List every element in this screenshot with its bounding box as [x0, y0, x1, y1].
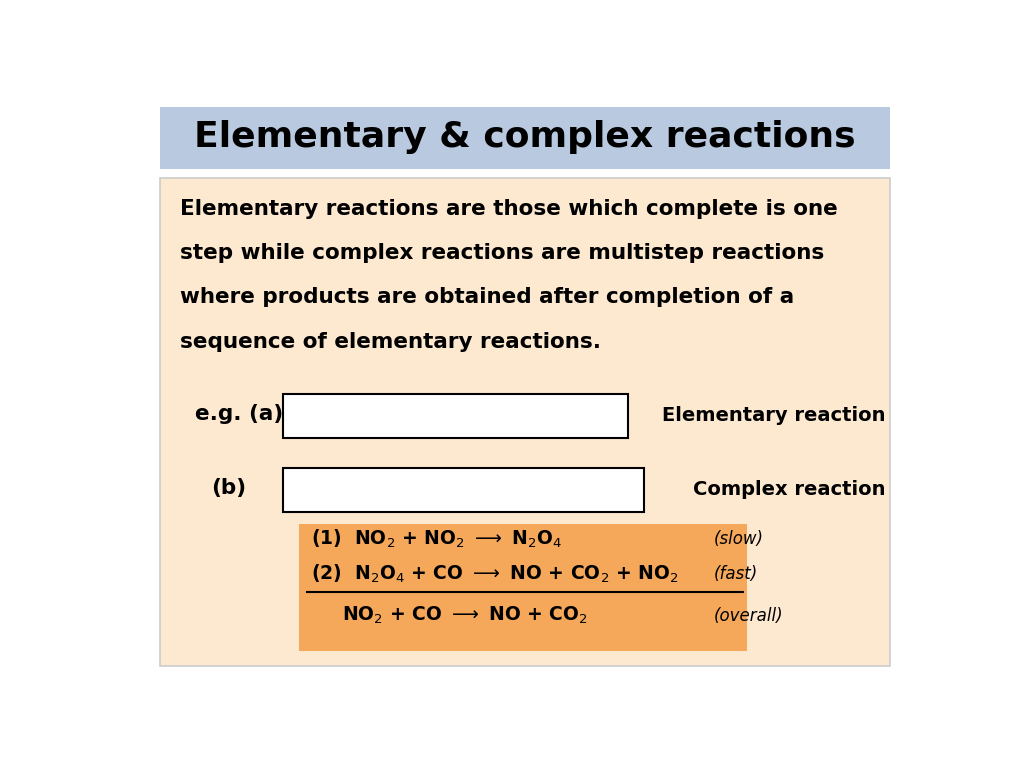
FancyBboxPatch shape	[283, 394, 628, 438]
Text: where products are obtained after completion of a: where products are obtained after comple…	[179, 287, 794, 307]
Text: (b): (b)	[211, 478, 247, 498]
Text: (slow): (slow)	[714, 530, 764, 548]
Text: Elementary reaction: Elementary reaction	[663, 406, 886, 425]
Text: Elementary reactions are those which complete is one: Elementary reactions are those which com…	[179, 199, 838, 219]
FancyBboxPatch shape	[283, 468, 644, 512]
FancyBboxPatch shape	[160, 107, 890, 169]
Text: (overall): (overall)	[714, 607, 783, 624]
FancyBboxPatch shape	[299, 524, 746, 651]
Text: NO$_2$ + CO $\longrightarrow$ NO + CO$_2$: NO$_2$ + CO $\longrightarrow$ NO + CO$_2…	[342, 605, 588, 626]
Text: (1)  NO$_2$ + NO$_2$ $\longrightarrow$ N$_2$O$_4$: (1) NO$_2$ + NO$_2$ $\longrightarrow$ N$…	[310, 528, 562, 550]
Text: Elementary & complex reactions: Elementary & complex reactions	[194, 120, 856, 154]
Text: (2)  N$_2$O$_4$ + CO $\longrightarrow$ NO + CO$_2$ + NO$_2$: (2) N$_2$O$_4$ + CO $\longrightarrow$ NO…	[310, 563, 678, 585]
Text: e.g. (a): e.g. (a)	[196, 405, 284, 425]
Text: sequence of elementary reactions.: sequence of elementary reactions.	[179, 332, 601, 352]
Text: (fast): (fast)	[714, 565, 758, 583]
Text: step while complex reactions are multistep reactions: step while complex reactions are multist…	[179, 243, 824, 263]
Text: Complex reaction: Complex reaction	[693, 480, 886, 499]
FancyBboxPatch shape	[160, 178, 890, 666]
